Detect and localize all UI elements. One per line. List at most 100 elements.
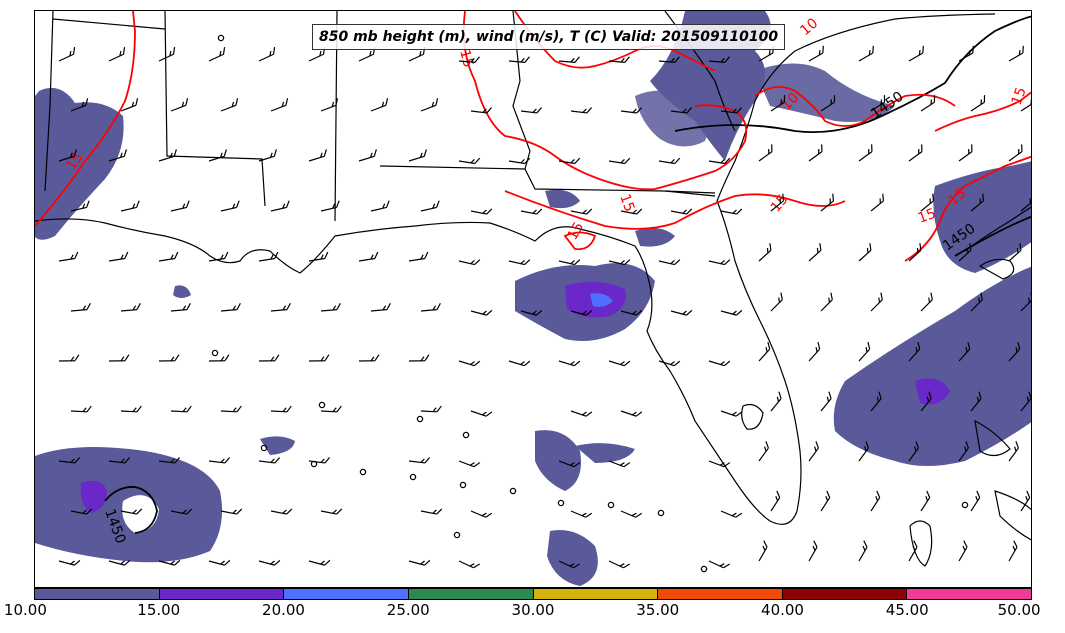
calm-wind-circle [607,501,615,509]
colorbar-segment [35,589,160,599]
colorbar-segment [284,589,409,599]
wind-barb [558,460,581,468]
wind-barb [108,559,131,566]
wind-barb [708,360,731,367]
wind-barb [120,200,140,212]
wind-barb [70,405,92,413]
colorbar-tick-label: 35.00 [636,601,680,619]
wind-barb [458,560,480,569]
wind-barb [758,144,773,162]
colorbar-segment [782,589,908,599]
wind-barb [520,309,543,316]
wind-barb [458,157,481,165]
wind-barb [958,243,972,262]
precipitation-shading [35,11,1031,586]
carolina-sound [978,258,1015,280]
wind-barb [1008,441,1019,462]
precip-area-far-east [933,161,1031,273]
wind-barb [308,457,331,464]
wind-barb [120,405,142,413]
texas-border-top [52,18,166,30]
wind-barb [170,98,189,112]
height-label: 1450 [868,89,906,123]
wind-barb [1008,540,1018,562]
colorbar-tick-label: 25.00 [386,601,430,619]
temp-label: 15 [565,220,588,243]
wind-barb [508,157,531,165]
calm-wind-circle [409,473,417,481]
wind-barb [458,460,481,468]
wind-barb [908,441,919,462]
temp-contour-15-central [504,190,846,230]
wind-barb [970,292,983,312]
wind-barb [420,508,443,515]
wind-barb [320,302,341,312]
wind-barb [808,45,824,62]
wind-barb [220,98,239,112]
temperature-contours [35,11,1031,262]
wind-barb [970,193,985,212]
colorbar-tick-label: 45.00 [885,601,929,619]
colorbar-tick-label: 40.00 [761,601,804,619]
wind-barb [270,302,291,312]
calm-wind-circle [359,468,367,476]
state-border-tx [44,11,54,192]
wind-barb [908,341,921,362]
wind-barb [158,559,181,566]
wind-barb [558,360,581,367]
wind-barb [970,490,981,512]
wind-barb [608,259,631,266]
precip-core-southwest [80,480,107,513]
wind-barb [1020,490,1031,512]
wind-barb [70,302,91,312]
wind-barb [170,302,191,312]
wind-barb [920,292,933,312]
wind-barb [520,208,543,215]
wind-barb [570,107,593,114]
wind-barb [508,360,531,367]
calm-wind-circle [557,499,565,507]
wind-barb [558,56,580,63]
wind-barb [908,45,924,62]
wind-barb [820,95,836,112]
wind-barb [170,405,192,413]
wind-barb [270,508,293,515]
precip-area-small-2 [575,443,635,463]
colorbar-segment [907,589,1031,599]
wind-barb [558,560,580,569]
calm-wind-circle [211,349,219,357]
wind-barb [458,360,481,367]
wind-barb [608,460,631,468]
colorbar-segment [533,589,659,599]
wind-barb [820,391,832,412]
temp-contour-10-ne [754,86,956,127]
precip-area-ne-band [755,63,895,122]
wind-barb [808,341,821,362]
calm-wind-circle [453,531,461,539]
wind-barb [558,259,581,266]
wind-barb [208,251,229,262]
wind-barb [370,200,390,212]
precip-area-east-large [833,266,1031,466]
gulf-coastline [35,13,996,525]
wind-barb [58,149,77,162]
wind-barb [808,540,818,562]
precip-area-north-scatter [635,90,709,147]
temp-contour-15-north [462,11,748,191]
wind-barb [320,200,340,212]
wind-barb [958,45,974,62]
precip-hole-southwest [122,495,159,533]
wind-barb [820,193,835,212]
wind-barb [570,208,593,215]
wind-barb [908,540,918,562]
wind-barb [858,243,872,262]
wind-barb [908,243,922,262]
wind-barb [158,47,176,62]
wind-barb [208,457,231,464]
temp-label: 15 [1009,85,1030,107]
wind-barb [758,243,772,262]
precip-area-west [35,87,124,240]
wind-barb [1008,341,1021,362]
wind-barb [920,490,931,512]
wind-barb [108,149,127,162]
